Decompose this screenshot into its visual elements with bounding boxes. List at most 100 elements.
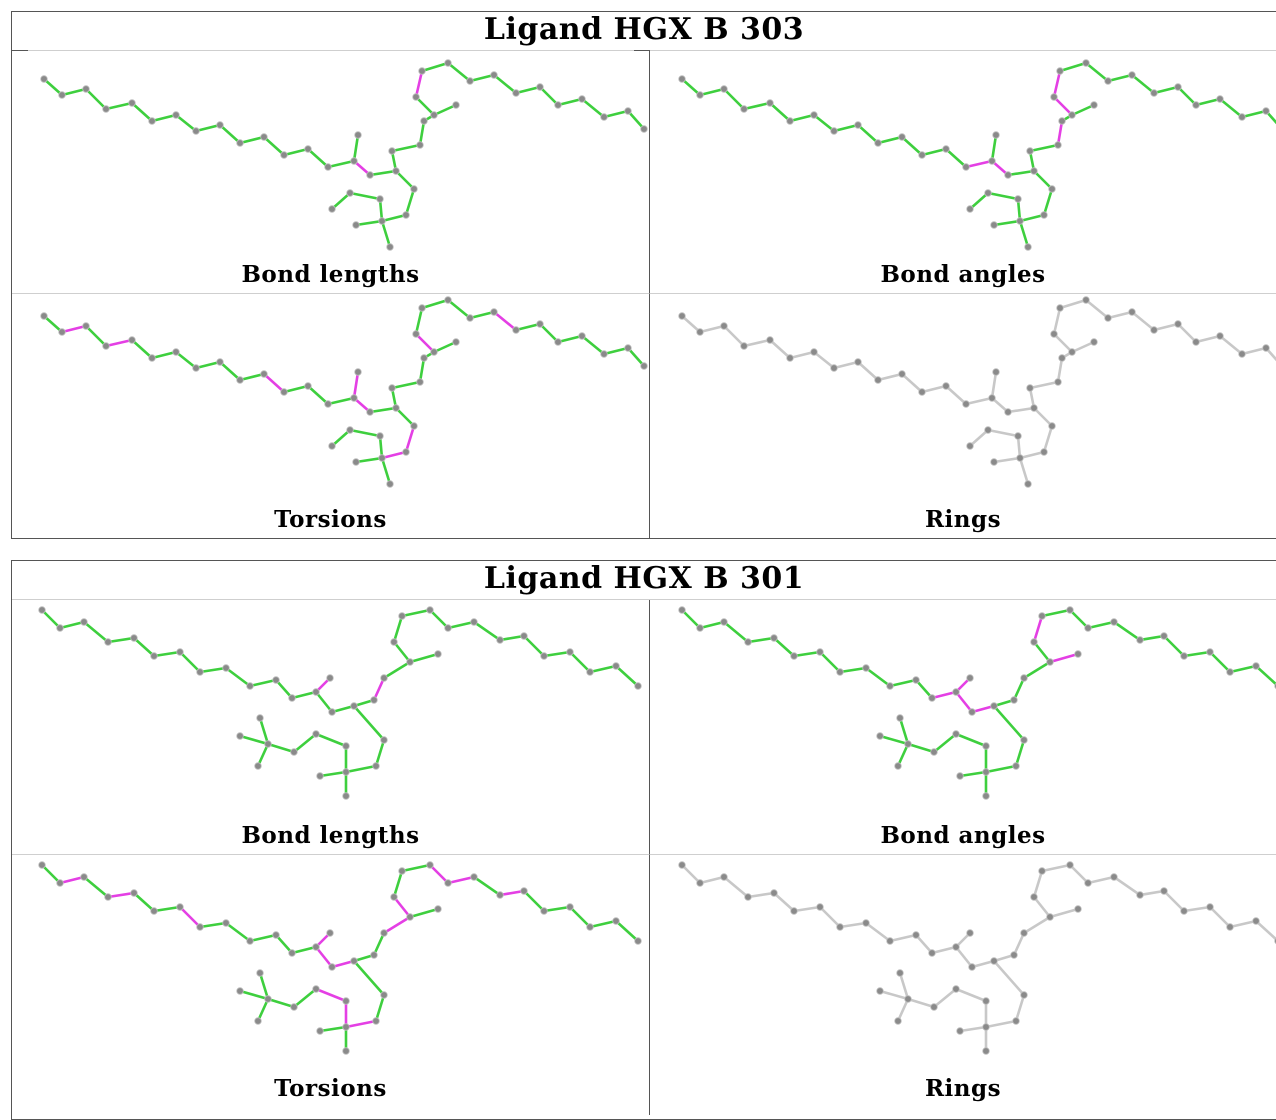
bond [292,732,318,754]
bond [898,716,910,746]
bond [602,346,630,356]
atom [968,963,976,971]
atom [264,995,272,1003]
atom [326,929,334,937]
bond [1084,298,1110,320]
bond [290,690,318,700]
bond [1014,738,1026,768]
bond [1032,614,1044,644]
atom [304,382,312,390]
atom [930,748,938,756]
atom [58,91,66,99]
bond [178,905,202,929]
bond [372,676,386,702]
panel-caption: Torsions [274,1075,387,1102]
atom [854,358,862,366]
atom [354,131,362,139]
bond [580,334,606,356]
atom [770,889,778,897]
bond [792,905,822,913]
atom [1016,454,1024,462]
bond [382,660,412,680]
bond [42,314,64,334]
bond [614,664,640,688]
atom [918,388,926,396]
bond [1152,85,1180,95]
atom [172,111,180,119]
bond [832,123,860,133]
atom [420,117,428,125]
atom [366,408,374,416]
bond [1228,919,1258,929]
bond [876,135,904,145]
atom [928,694,936,702]
bond [1070,103,1096,117]
bond [1006,169,1036,177]
atom [894,762,902,770]
atom [1090,101,1098,109]
bond [1012,676,1026,702]
molecule-diagram [38,606,642,800]
atom [150,907,158,915]
bond [150,350,178,360]
atom [1082,296,1090,304]
bond [352,959,386,997]
bond [746,636,776,644]
bond [104,338,134,348]
atom [886,682,894,690]
atom [790,907,798,915]
atom [236,732,244,740]
bond [1022,915,1052,935]
atom [898,133,906,141]
atom [378,454,386,462]
atom [128,99,136,107]
bond [446,875,476,885]
atom [490,308,498,316]
atom [260,133,268,141]
atom [1238,113,1246,121]
atom [952,688,960,696]
atom [966,205,974,213]
atom [388,147,396,155]
atom [554,338,562,346]
atom [1004,408,1012,416]
atom [1068,348,1076,356]
molecule-diagram [678,59,1276,251]
bond [1028,380,1060,390]
atom [1056,67,1064,75]
atom [876,987,884,995]
bond [968,428,990,448]
bond [1048,652,1080,664]
atom [342,792,350,800]
atom [966,929,974,937]
atom [350,702,358,710]
atom [744,638,752,646]
atom [894,1017,902,1025]
atom [376,432,384,440]
atom [434,650,442,658]
atom [130,634,138,642]
atom [38,606,46,614]
bond [368,406,398,414]
atom [930,1003,938,1011]
atom [1252,662,1260,670]
atom [1040,448,1048,456]
panel-torsions: Torsions [12,294,650,538]
bond [722,87,746,111]
atom [326,674,334,682]
bond [1112,620,1142,642]
panel-bond-lengths: Bond lengths [12,50,650,294]
atom [312,943,320,951]
ligand-title: Ligand HGX B 303 [12,12,1276,51]
atom [80,618,88,626]
atom [352,221,360,229]
atom [816,903,824,911]
bond [1228,664,1258,674]
bond [984,764,1018,774]
bond [428,863,450,885]
bond [1012,931,1026,957]
bond [374,993,386,1023]
atom [130,889,138,897]
atom [678,606,686,614]
atom [896,714,904,722]
